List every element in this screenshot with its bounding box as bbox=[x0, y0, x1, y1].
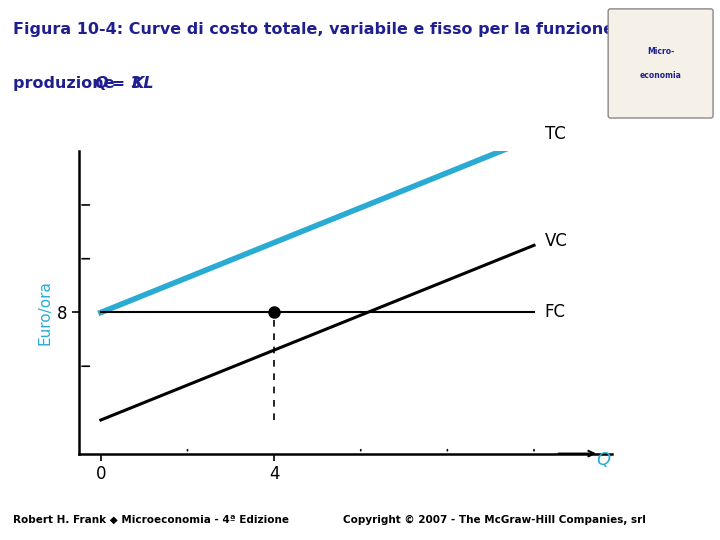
Text: KL: KL bbox=[131, 76, 154, 91]
Text: Euro/ora: Euro/ora bbox=[37, 280, 52, 345]
Text: MC: MC bbox=[681, 509, 698, 519]
Text: TC: TC bbox=[545, 125, 566, 143]
Text: Graw
Hill: Graw Hill bbox=[679, 521, 700, 535]
Text: Robert H. Frank ◆ Microeconomia - 4ª Edizione: Robert H. Frank ◆ Microeconomia - 4ª Edi… bbox=[13, 515, 289, 525]
Text: produzione: produzione bbox=[13, 76, 120, 91]
Text: VC: VC bbox=[545, 232, 568, 250]
Text: = 3: = 3 bbox=[107, 76, 143, 91]
Text: FC: FC bbox=[545, 303, 566, 321]
Text: economia: economia bbox=[639, 71, 682, 79]
Text: Copyright © 2007 - The McGraw-Hill Companies, srl: Copyright © 2007 - The McGraw-Hill Compa… bbox=[343, 515, 645, 525]
Text: Micro-: Micro- bbox=[647, 48, 674, 56]
FancyBboxPatch shape bbox=[608, 9, 713, 118]
Text: Figura 10-4: Curve di costo totale, variabile e fisso per la funzione di: Figura 10-4: Curve di costo totale, vari… bbox=[13, 22, 637, 37]
Text: Q: Q bbox=[596, 451, 611, 469]
Text: Q: Q bbox=[94, 76, 108, 91]
